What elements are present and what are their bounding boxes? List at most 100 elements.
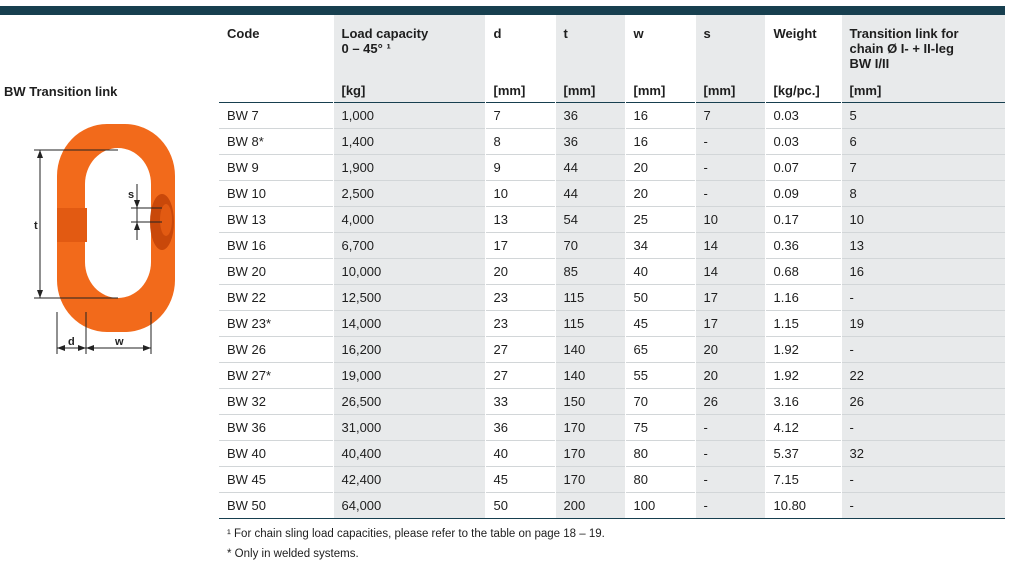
table-row: BW 36 31,000 36 170 75-4.12-: [219, 413, 1005, 440]
cell-transition-link: 7: [840, 153, 1005, 180]
spec-table: Code Load capacity 0 – 45° ¹ [kg] d [mm]…: [219, 15, 1005, 519]
footnote-load-capacity: ¹ For chain sling load capacities, pleas…: [227, 528, 605, 540]
cell-weight: 0.17: [764, 205, 841, 232]
cell-s: -: [694, 465, 765, 492]
cell-d: 40: [484, 439, 555, 466]
table-header-row: Code Load capacity 0 – 45° ¹ [kg] d [mm]…: [219, 15, 1005, 102]
cell-transition-link: 22: [840, 361, 1005, 388]
cell-w: 20: [624, 153, 695, 180]
cell-d: 9: [484, 153, 555, 180]
cell-w: 45: [624, 309, 695, 336]
table-row: BW 22 12,500 23 115 50 17 1.16-: [219, 283, 1005, 310]
table-row: BW 50 64,000 50 200 100-10.80-: [219, 491, 1005, 519]
cell-d: 23: [484, 283, 555, 310]
cell-transition-link: 5: [840, 101, 1005, 128]
cell-weight: 1.92: [764, 335, 841, 362]
header-bar: [0, 6, 1005, 15]
table-row: BW 40 40,400 40 170 80-5.37 32: [219, 439, 1005, 466]
cell-s: -: [694, 439, 765, 466]
cell-load-capacity: 26,500: [332, 387, 485, 414]
dimension-t: [34, 149, 118, 299]
table-row: BW 7 1,000 7 36 16 7 0.03 5: [219, 101, 1005, 128]
cell-transition-link: -: [840, 491, 1005, 519]
cell-w: 20: [624, 179, 695, 206]
cell-s: -: [694, 153, 765, 180]
cell-transition-link: 16: [840, 257, 1005, 284]
table-row: BW 9 1,900 9 44 20-0.07 7: [219, 153, 1005, 180]
table-row: BW 13 4,000 13 54 25 10 0.17 10: [219, 205, 1005, 232]
cell-weight: 0.36: [764, 231, 841, 258]
cell-weight: 4.12: [764, 413, 841, 440]
cell-transition-link: 19: [840, 309, 1005, 336]
cell-s: 26: [694, 387, 765, 414]
table-row: BW 45 42,400 45 170 80-7.15-: [219, 465, 1005, 492]
cell-t: 170: [554, 413, 625, 440]
cell-load-capacity: 14,000: [332, 309, 485, 336]
cell-s: 20: [694, 361, 765, 388]
cell-code: BW 40: [219, 439, 333, 466]
cell-t: 115: [554, 283, 625, 310]
cell-transition-link: -: [840, 283, 1005, 310]
label-s: s: [128, 189, 134, 201]
label-w: w: [114, 336, 124, 348]
header-code: Code: [227, 26, 260, 41]
cell-code: BW 23*: [219, 309, 333, 336]
cell-load-capacity: 10,000: [332, 257, 485, 284]
cell-code: BW 45: [219, 465, 333, 492]
link-weld-left: [57, 208, 87, 242]
cell-transition-link: -: [840, 335, 1005, 362]
header-load-capacity: Load capacity 0 – 45° ¹ [kg]: [332, 15, 485, 102]
cell-w: 55: [624, 361, 695, 388]
header-weight: Weight [kg/pc.]: [764, 15, 841, 102]
cell-weight: 0.03: [764, 101, 841, 128]
cell-code: BW 22: [219, 283, 333, 310]
cell-t: 170: [554, 465, 625, 492]
cell-weight: 3.16: [764, 387, 841, 414]
cell-transition-link: 10: [840, 205, 1005, 232]
cell-w: 40: [624, 257, 695, 284]
cell-w: 65: [624, 335, 695, 362]
dimension-d-w: [56, 312, 152, 354]
cell-t: 140: [554, 361, 625, 388]
cell-code: BW 36: [219, 413, 333, 440]
cell-d: 17: [484, 231, 555, 258]
cell-w: 80: [624, 465, 695, 492]
cell-load-capacity: 6,700: [332, 231, 485, 258]
header-w: w [mm]: [624, 15, 695, 102]
cell-code: BW 20: [219, 257, 333, 284]
table-row: BW 10 2,500 10 44 20-0.09 8: [219, 179, 1005, 206]
cell-code: BW 8*: [219, 127, 333, 154]
footnote-welded: * Only in welded systems.: [227, 548, 359, 560]
cell-t: 36: [554, 101, 625, 128]
cell-d: 27: [484, 361, 555, 388]
cell-t: 44: [554, 179, 625, 206]
cell-d: 33: [484, 387, 555, 414]
header-s: s [mm]: [694, 15, 765, 102]
cell-load-capacity: 1,900: [332, 153, 485, 180]
cell-t: 54: [554, 205, 625, 232]
cell-weight: 1.16: [764, 283, 841, 310]
cell-t: 150: [554, 387, 625, 414]
cell-load-capacity: 1,000: [332, 101, 485, 128]
cell-t: 115: [554, 309, 625, 336]
cell-weight: 1.15: [764, 309, 841, 336]
cell-code: BW 7: [219, 101, 333, 128]
table-row: BW 23* 14,000 23 115 45 17 1.15 19: [219, 309, 1005, 336]
cell-d: 36: [484, 413, 555, 440]
cell-load-capacity: 64,000: [332, 491, 485, 519]
cell-load-capacity: 16,200: [332, 335, 485, 362]
cell-w: 70: [624, 387, 695, 414]
cell-t: 36: [554, 127, 625, 154]
cell-transition-link: 6: [840, 127, 1005, 154]
cell-load-capacity: 19,000: [332, 361, 485, 388]
cell-d: 45: [484, 465, 555, 492]
cell-transition-link: -: [840, 465, 1005, 492]
cell-w: 100: [624, 491, 695, 519]
cell-s: 17: [694, 283, 765, 310]
cell-code: BW 10: [219, 179, 333, 206]
cell-code: BW 26: [219, 335, 333, 362]
table-row: BW 26 16,200 27 140 65 20 1.92-: [219, 335, 1005, 362]
cell-load-capacity: 42,400: [332, 465, 485, 492]
transition-link-diagram: t s d w: [34, 124, 175, 354]
cell-transition-link: -: [840, 413, 1005, 440]
